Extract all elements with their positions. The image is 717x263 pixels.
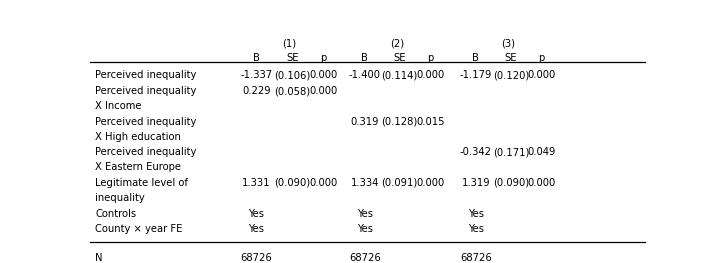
Text: (0.090): (0.090) <box>275 178 310 188</box>
Text: SE: SE <box>286 53 299 63</box>
Text: 0.000: 0.000 <box>309 70 337 80</box>
Text: -1.337: -1.337 <box>240 70 272 80</box>
Text: 68726: 68726 <box>240 252 272 262</box>
Text: Perceived inequality: Perceived inequality <box>95 86 196 96</box>
Text: Yes: Yes <box>248 224 265 234</box>
Text: Perceived inequality: Perceived inequality <box>95 117 196 127</box>
Text: (0.128): (0.128) <box>381 117 418 127</box>
Text: 68726: 68726 <box>460 252 492 262</box>
Text: Perceived inequality: Perceived inequality <box>95 147 196 157</box>
Text: 0.015: 0.015 <box>416 117 445 127</box>
Text: inequality: inequality <box>95 193 145 203</box>
Text: (0.090): (0.090) <box>493 178 529 188</box>
Text: X High education: X High education <box>95 132 181 141</box>
Text: 1.319: 1.319 <box>462 178 490 188</box>
Text: N: N <box>95 252 103 262</box>
Text: (0.058): (0.058) <box>275 86 310 96</box>
Text: Legitimate level of: Legitimate level of <box>95 178 188 188</box>
Text: (1): (1) <box>282 39 297 49</box>
Text: B: B <box>473 53 479 63</box>
Text: SE: SE <box>394 53 406 63</box>
Text: (3): (3) <box>501 39 515 49</box>
Text: 0.319: 0.319 <box>351 117 379 127</box>
Text: (0.171): (0.171) <box>493 147 529 157</box>
Text: 0.000: 0.000 <box>416 178 445 188</box>
Text: 0.000: 0.000 <box>309 86 337 96</box>
Text: Yes: Yes <box>467 209 484 219</box>
Text: County × year FE: County × year FE <box>95 224 183 234</box>
Text: 68726: 68726 <box>348 252 381 262</box>
Text: 0.229: 0.229 <box>242 86 270 96</box>
Text: (2): (2) <box>390 39 404 49</box>
Text: -0.342: -0.342 <box>460 147 492 157</box>
Text: 0.000: 0.000 <box>416 70 445 80</box>
Text: (0.114): (0.114) <box>381 70 418 80</box>
Text: SE: SE <box>505 53 517 63</box>
Text: 1.334: 1.334 <box>351 178 379 188</box>
Text: p: p <box>538 53 544 63</box>
Text: X Income: X Income <box>95 101 142 111</box>
Text: -1.400: -1.400 <box>348 70 381 80</box>
Text: (0.120): (0.120) <box>493 70 529 80</box>
Text: p: p <box>427 53 433 63</box>
Text: 0.000: 0.000 <box>527 178 556 188</box>
Text: X Eastern Europe: X Eastern Europe <box>95 162 181 172</box>
Text: Yes: Yes <box>356 209 373 219</box>
Text: Perceived inequality: Perceived inequality <box>95 70 196 80</box>
Text: B: B <box>253 53 260 63</box>
Text: 1.331: 1.331 <box>242 178 270 188</box>
Text: p: p <box>320 53 326 63</box>
Text: Yes: Yes <box>248 209 265 219</box>
Text: (0.106): (0.106) <box>275 70 310 80</box>
Text: 0.000: 0.000 <box>309 178 337 188</box>
Text: (0.091): (0.091) <box>381 178 418 188</box>
Text: 0.049: 0.049 <box>527 147 556 157</box>
Text: Yes: Yes <box>356 224 373 234</box>
Text: Controls: Controls <box>95 209 136 219</box>
Text: -1.179: -1.179 <box>460 70 492 80</box>
Text: 0.000: 0.000 <box>527 70 556 80</box>
Text: Yes: Yes <box>467 224 484 234</box>
Text: B: B <box>361 53 368 63</box>
